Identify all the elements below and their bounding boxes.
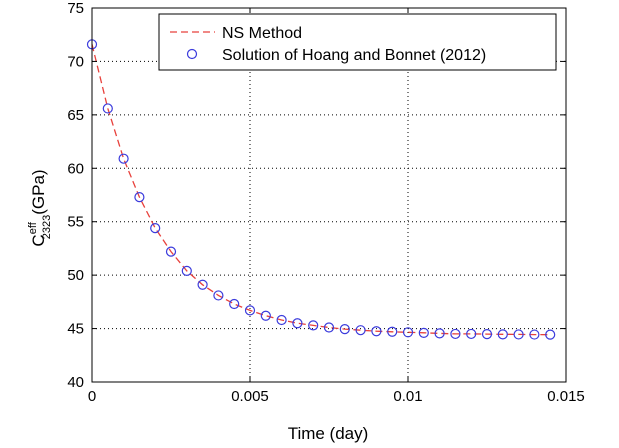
hoang-bonnet-point xyxy=(197,279,208,290)
y-axis-label-superscript: eff xyxy=(27,221,39,234)
x-axis-label: Time (day) xyxy=(288,424,369,443)
legend-label-ns-method: NS Method xyxy=(222,25,302,42)
hoang-bonnet-point xyxy=(545,329,556,340)
y-tick-label: 45 xyxy=(67,321,84,338)
legend-circle-marker-icon xyxy=(186,48,198,60)
axis-ticks xyxy=(91,7,567,383)
hoang-bonnet-point xyxy=(134,192,145,203)
plot-frame xyxy=(91,7,567,383)
x-tick-label: 0 xyxy=(88,388,96,405)
y-axis-label-subscript: 2323 xyxy=(41,215,53,239)
hoang-bonnet-point xyxy=(181,265,192,276)
hoang-bonnet-point xyxy=(434,328,445,339)
plot-series xyxy=(86,39,556,340)
hoang-bonnet-point xyxy=(481,329,493,340)
y-tick-label: 40 xyxy=(67,374,84,391)
hoang-bonnet-point xyxy=(418,327,429,338)
hoang-bonnet-point xyxy=(260,310,271,321)
hoang-bonnet-point xyxy=(466,328,477,340)
y-tick-label: 75 xyxy=(67,0,84,17)
x-tick-label: 0.01 xyxy=(393,388,422,405)
x-tick-label: 0.005 xyxy=(231,388,269,405)
y-tick-label: 55 xyxy=(67,214,84,231)
hoang-bonnet-point xyxy=(450,328,461,340)
legend-label-hoang-bonnet: Solution of Hoang and Bonnet (2012) xyxy=(222,47,486,64)
hoang-bonnet-point xyxy=(165,246,177,257)
hoang-bonnet-point xyxy=(529,329,540,340)
tick-labels: 0 0.005 0.01 0.015 40 45 50 55 60 65 70 75 xyxy=(67,0,584,405)
x-tick-label: 0.015 xyxy=(547,388,585,405)
hoang-bonnet-point xyxy=(355,325,366,336)
hoang-bonnet-point xyxy=(339,324,350,335)
hoang-bonnet-point xyxy=(244,305,256,316)
hoang-bonnet-point xyxy=(213,290,224,301)
hoang-bonnet-point xyxy=(497,329,508,340)
hoang-bonnet-point xyxy=(308,320,319,331)
y-tick-label: 70 xyxy=(67,53,84,70)
hoang-bonnet-point xyxy=(387,326,398,337)
y-tick-label: 65 xyxy=(67,107,84,124)
hoang-bonnet-point xyxy=(371,326,382,337)
hoang-bonnet-point xyxy=(276,314,287,326)
legend: NS Method Solution of Hoang and Bonnet (… xyxy=(158,13,557,71)
y-tick-label: 50 xyxy=(67,267,84,284)
hoang-bonnet-point xyxy=(402,327,414,338)
hoang-bonnet-point xyxy=(323,322,335,333)
hoang-bonnet-point xyxy=(150,223,161,234)
y-axis-label: Ceff 2323(GPa) xyxy=(27,169,53,246)
hoang-bonnet-point xyxy=(513,329,524,340)
y-tick-label: 60 xyxy=(67,160,84,177)
hoang-bonnet-point xyxy=(102,103,113,114)
y-axis-label-base: C xyxy=(29,234,48,246)
legend-box xyxy=(158,13,557,71)
ns-method-line xyxy=(91,44,551,336)
hoang-bonnet-point xyxy=(292,318,303,329)
y-axis-label-unit: (GPa) xyxy=(29,169,48,214)
hoang-bonnet-point xyxy=(118,153,129,164)
hoang-bonnet-point xyxy=(229,298,240,310)
